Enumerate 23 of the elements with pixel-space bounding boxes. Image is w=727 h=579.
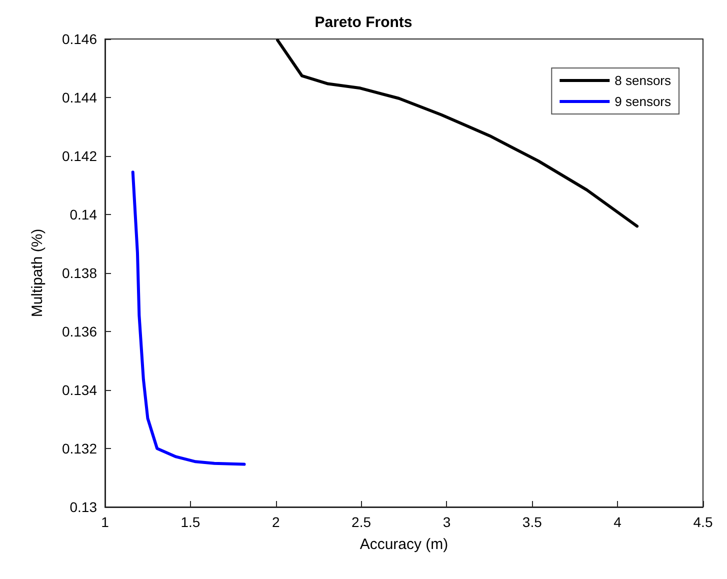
y-tick-label: 0.146	[62, 31, 98, 47]
line-series	[131, 170, 246, 466]
x-axis-title: Accuracy (m)	[360, 536, 448, 553]
x-tick-label: 3	[442, 514, 451, 530]
y-tick-label: 0.136	[62, 324, 98, 340]
y-tick-label: 0.13	[70, 499, 98, 515]
x-tick-label: 4	[614, 514, 622, 530]
y-tick-label: 0.138	[62, 265, 98, 281]
y-axis-title: Multipath (%)	[29, 228, 46, 318]
x-tick-label: 2	[272, 514, 280, 530]
x-tick-label: 1.5	[180, 514, 200, 530]
y-tick-label: 0.132	[62, 440, 98, 456]
y-tick-label: 0.14	[70, 206, 98, 222]
chart-title: Pareto Fronts	[314, 14, 412, 31]
legend-label: 9 sensors	[614, 94, 672, 109]
y-tick-label: 0.142	[62, 148, 98, 164]
x-tick-label: 2.5	[352, 514, 372, 530]
y-tick-label: 0.144	[62, 90, 98, 106]
x-tick-label: 1	[101, 514, 110, 530]
x-tick-label: 3.5	[522, 514, 542, 530]
y-tick-label: 0.134	[62, 382, 98, 398]
legend-label: 8 sensors	[614, 73, 672, 88]
x-tick-label: 4.5	[693, 514, 713, 530]
